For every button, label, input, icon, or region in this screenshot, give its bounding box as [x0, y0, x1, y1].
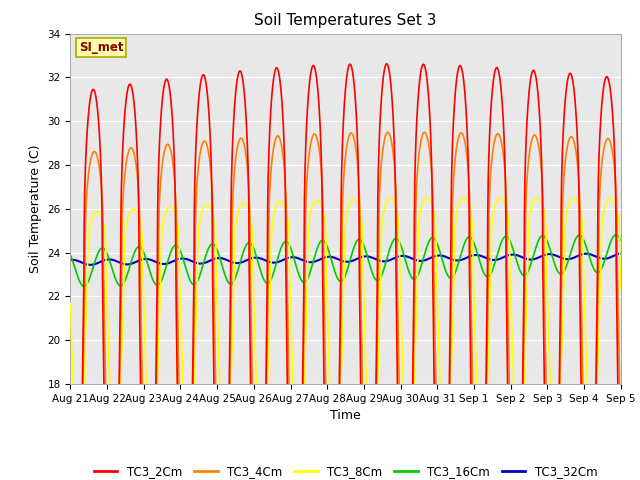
Y-axis label: Soil Temperature (C): Soil Temperature (C): [29, 144, 42, 273]
X-axis label: Time: Time: [330, 409, 361, 422]
Legend: TC3_2Cm, TC3_4Cm, TC3_8Cm, TC3_16Cm, TC3_32Cm: TC3_2Cm, TC3_4Cm, TC3_8Cm, TC3_16Cm, TC3…: [89, 461, 602, 480]
Text: SI_met: SI_met: [79, 41, 123, 54]
Title: Soil Temperatures Set 3: Soil Temperatures Set 3: [254, 13, 437, 28]
